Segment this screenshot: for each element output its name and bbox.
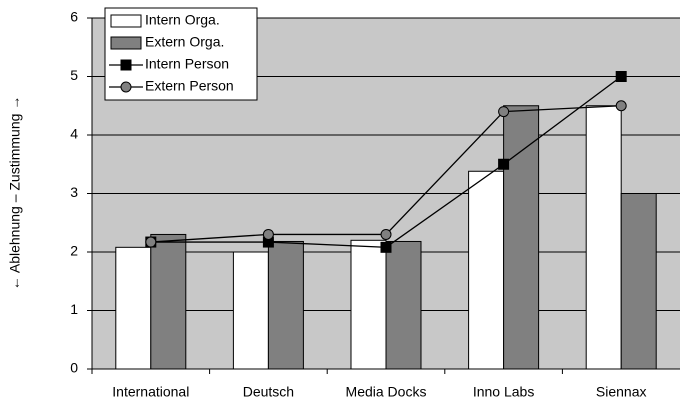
bar — [620, 193, 657, 370]
bar — [115, 246, 152, 370]
point — [498, 158, 510, 170]
bar — [385, 240, 422, 370]
y-tick-label: 1 — [70, 301, 78, 317]
point — [615, 100, 627, 112]
bar — [150, 233, 187, 370]
y-tick-label: 6 — [70, 9, 78, 25]
point — [498, 106, 510, 118]
bar — [232, 251, 269, 370]
legend-label: Extern Orga. — [145, 34, 224, 50]
x-tick-label: Inno Labs — [473, 384, 535, 400]
legend-label: Intern Person — [145, 56, 229, 72]
legend-swatch — [110, 36, 142, 50]
y-tick-label: 4 — [70, 126, 78, 142]
x-tick-label: International — [112, 384, 189, 400]
bar — [585, 105, 622, 370]
point — [380, 241, 392, 253]
bar — [267, 240, 304, 370]
y-tick-label: 3 — [70, 184, 78, 200]
point — [615, 71, 627, 82]
legend-marker — [120, 59, 132, 71]
y-axis-label: ← Ablehnung – Zustimmung → — [7, 96, 23, 291]
y-tick-label: 0 — [70, 360, 78, 376]
y-tick-label: 5 — [70, 67, 78, 83]
x-tick-label: Deutsch — [243, 384, 294, 400]
legend-label: Extern Person — [145, 78, 234, 94]
bar — [468, 170, 505, 370]
legend-marker — [120, 81, 132, 93]
point — [145, 236, 157, 248]
legend-swatch — [110, 14, 142, 28]
y-tick-label: 2 — [70, 243, 78, 259]
bar — [350, 239, 387, 370]
legend-label: Intern Orga. — [145, 12, 220, 28]
point — [262, 228, 274, 240]
x-tick-label: Siennax — [596, 384, 647, 400]
point — [380, 228, 392, 240]
bar — [503, 105, 540, 370]
x-tick-label: Media Docks — [346, 384, 427, 400]
